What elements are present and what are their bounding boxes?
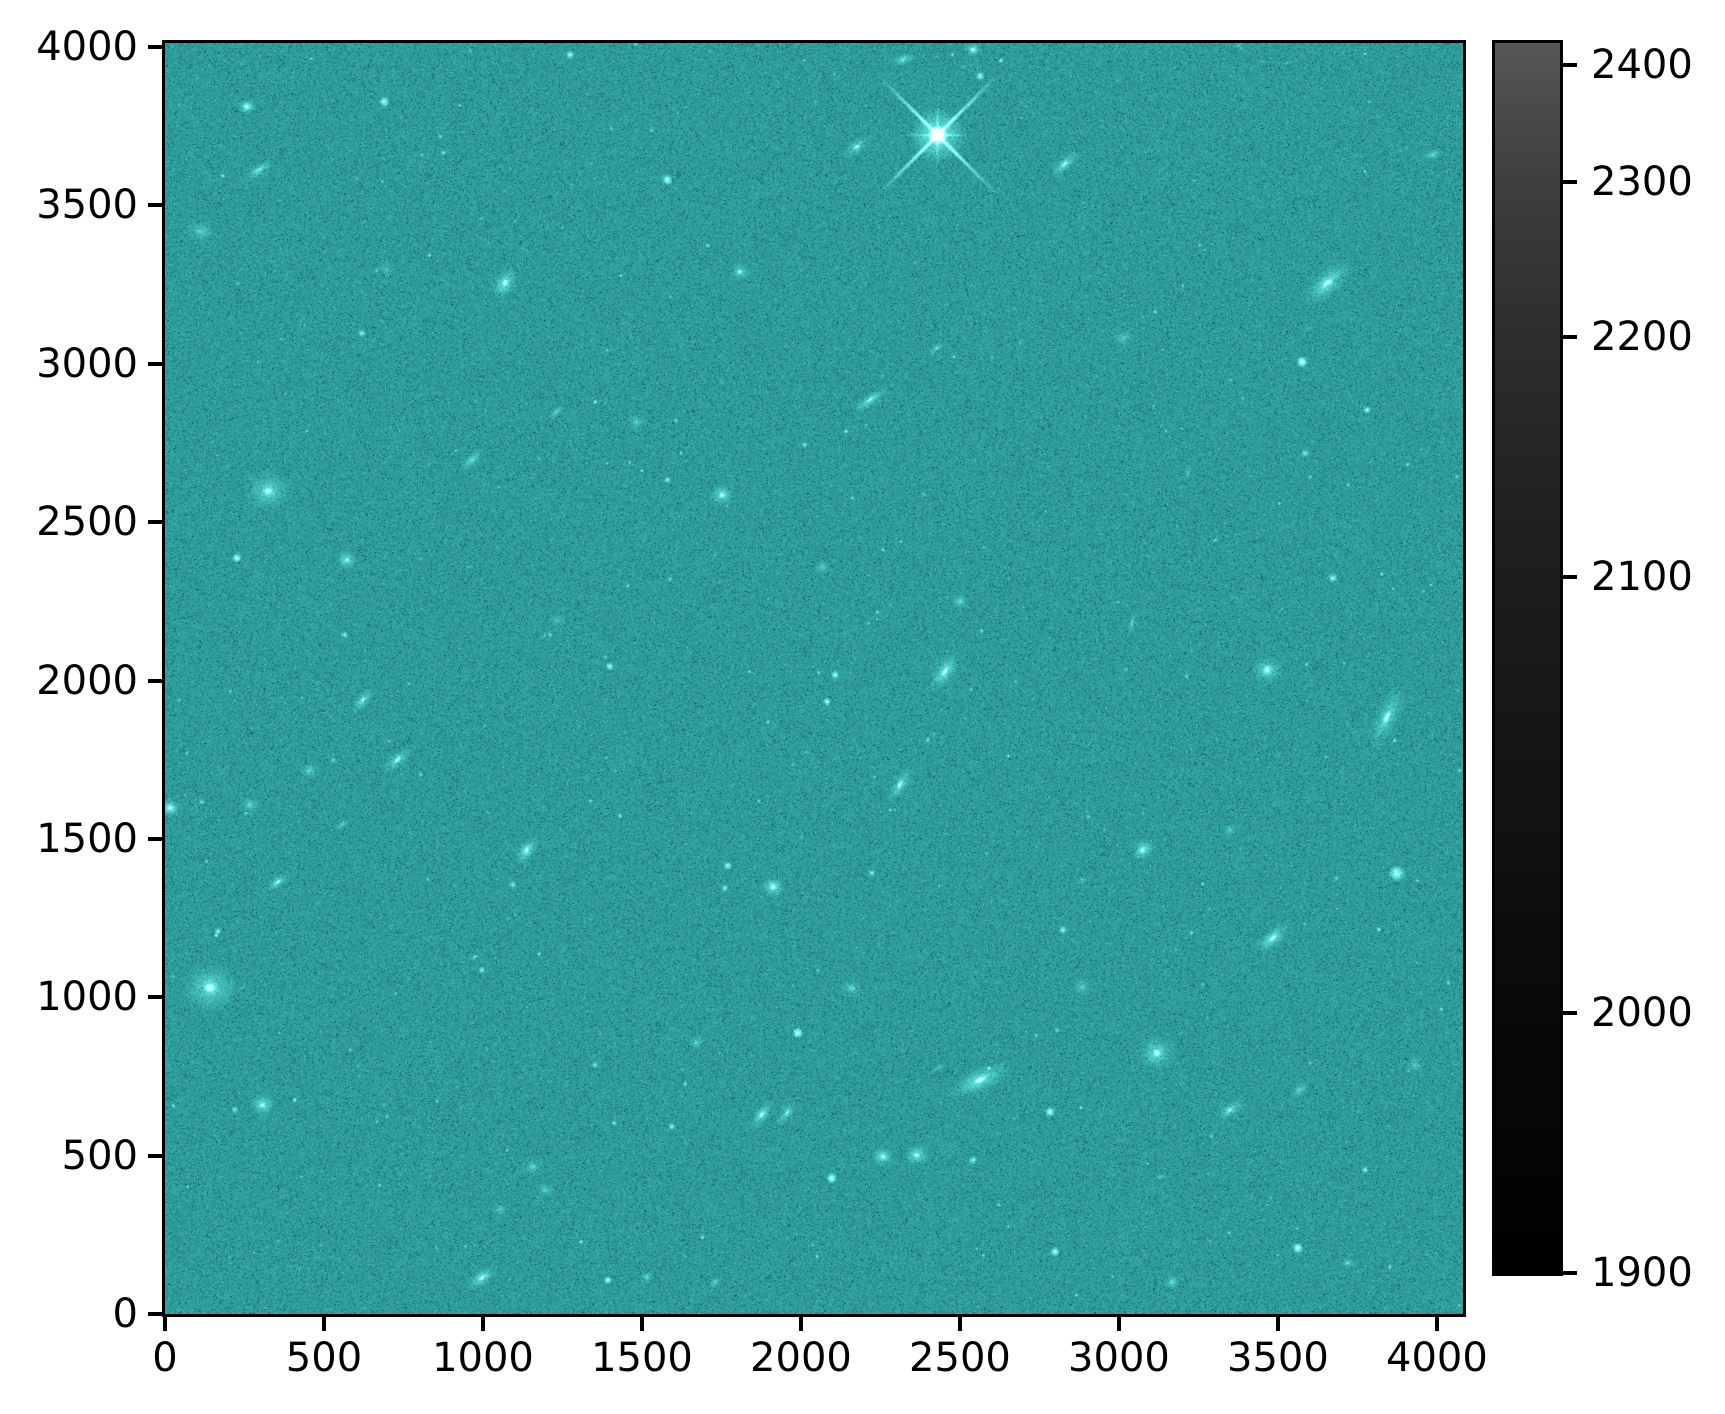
- x-tick-label: 2000: [750, 1335, 852, 1381]
- sky-image: [165, 43, 1463, 1314]
- x-tick-mark: [639, 1317, 644, 1331]
- y-tick-mark: [148, 995, 162, 1000]
- colorbar-tick-label: 2000: [1591, 990, 1693, 1037]
- y-tick-label: 2000: [36, 657, 138, 704]
- x-tick-label: 1500: [591, 1335, 693, 1381]
- colorbar: [1492, 40, 1563, 1276]
- x-tick-mark: [1275, 1317, 1280, 1331]
- x-tick-mark: [798, 1317, 803, 1331]
- x-tick-mark: [480, 1317, 485, 1331]
- x-tick-label: 2500: [909, 1335, 1011, 1381]
- x-tick-mark: [957, 1317, 962, 1331]
- y-tick-mark: [148, 1153, 162, 1158]
- colorbar-tick-mark: [1563, 574, 1577, 579]
- x-tick-label: 4000: [1386, 1335, 1488, 1381]
- y-tick-label: 2500: [36, 499, 138, 546]
- colorbar-tick-label: 2100: [1591, 553, 1693, 600]
- y-tick-label: 3500: [36, 182, 138, 229]
- x-tick-label: 0: [152, 1335, 178, 1381]
- x-tick-mark: [163, 1317, 167, 1331]
- x-tick-mark: [1434, 1317, 1439, 1331]
- y-tick-label: 3000: [36, 340, 138, 387]
- y-tick-mark: [148, 1312, 162, 1316]
- x-tick-label: 1000: [432, 1335, 534, 1381]
- colorbar-tick-label: 2200: [1591, 313, 1693, 360]
- image-plot-area: [162, 40, 1466, 1317]
- colorbar-tick-label: 2400: [1591, 42, 1693, 89]
- colorbar-tick-mark: [1563, 334, 1577, 339]
- x-tick-label: 3500: [1227, 1335, 1329, 1381]
- y-tick-mark: [148, 361, 162, 366]
- x-tick-label: 500: [285, 1335, 363, 1381]
- colorbar-tick-mark: [1563, 63, 1577, 68]
- y-tick-label: 1500: [36, 815, 138, 862]
- x-tick-mark: [1116, 1317, 1121, 1331]
- y-tick-mark: [148, 836, 162, 841]
- colorbar-tick-label: 2300: [1591, 158, 1693, 205]
- colorbar-gradient: [1495, 43, 1560, 1273]
- x-tick-label: 3000: [1068, 1335, 1170, 1381]
- y-tick-label: 1000: [36, 974, 138, 1021]
- y-tick-mark: [148, 203, 162, 208]
- y-tick-label: 0: [112, 1291, 138, 1337]
- colorbar-tick-mark: [1563, 179, 1577, 184]
- y-tick-label: 500: [61, 1132, 138, 1179]
- y-tick-mark: [148, 520, 162, 525]
- colorbar-tick-mark: [1563, 1271, 1577, 1275]
- y-tick-label: 4000: [36, 24, 138, 71]
- x-tick-mark: [321, 1317, 326, 1331]
- colorbar-tick-mark: [1563, 1011, 1577, 1016]
- y-tick-mark: [148, 45, 162, 50]
- colorbar-tick-label: 1900: [1591, 1250, 1693, 1296]
- y-tick-mark: [148, 678, 162, 683]
